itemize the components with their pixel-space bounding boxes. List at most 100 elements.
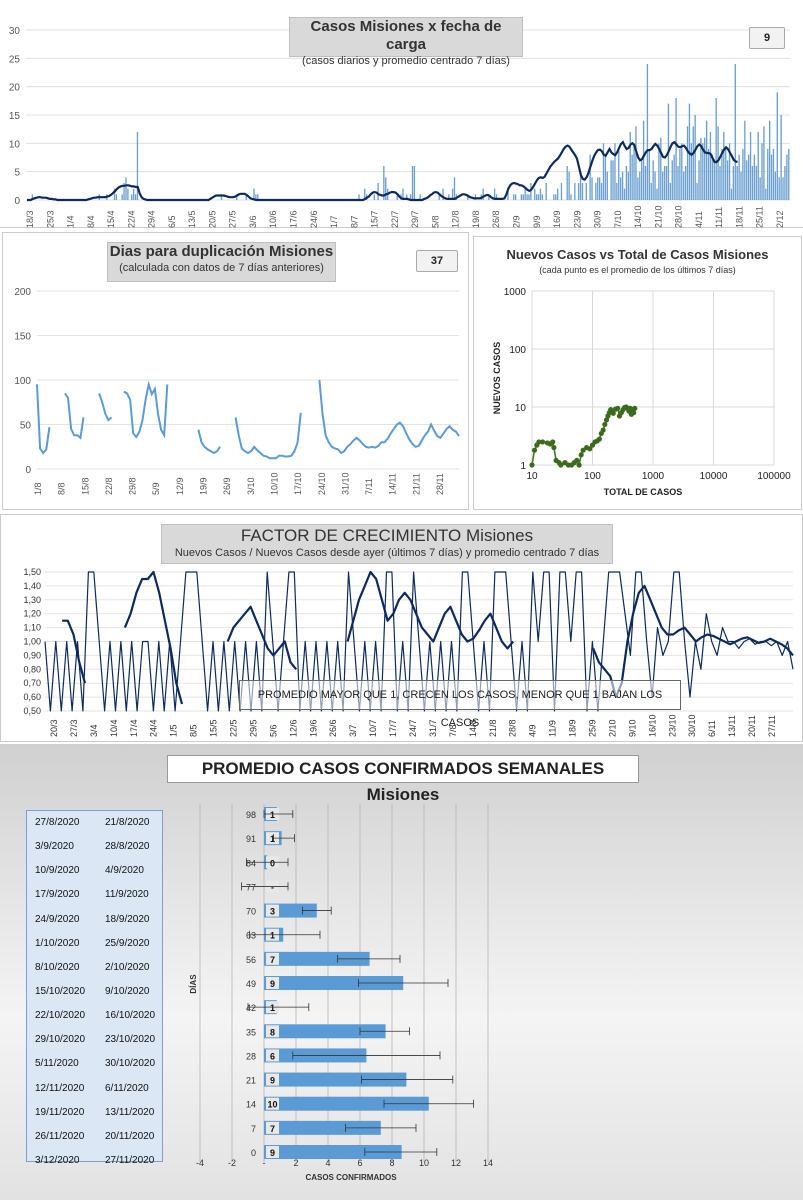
x-tick-label: 20/3 [49,719,59,737]
week-end-date: 15/10/2020 [35,986,86,997]
daily-case-bar [125,177,127,200]
x-tick-label: 12/9 [175,477,185,495]
title-main: FACTOR DE CRECIMIENTO [240,526,462,545]
week-start-date: 25/9/2020 [105,937,150,949]
daily-case-bar [711,154,714,200]
data-point [576,462,582,468]
x-tick-label: 19/8 [471,210,481,228]
x-tick-label: 20/5 [207,210,217,228]
x-tick-label: 1/8 [33,482,43,495]
x-tick-label: 26/6 [328,719,338,737]
data-point [615,405,621,411]
doubling-days-chart: 0 50 100 150 200 1/8 8/8 15/8 22/8 29/8 5/9 12/9 19/… [14,287,460,495]
x-tick-label: 31/7 [428,719,438,737]
y-tick-label: 100 [509,345,526,356]
daily-case-bar [451,188,454,200]
x-tick-label: 15/5 [209,719,219,737]
x-tick-label: 18/9 [568,719,578,737]
daily-case-bar [530,183,532,200]
daily-case-bar [396,194,398,200]
daily-case-bar [671,160,673,200]
daily-case-bar [730,188,733,200]
data-point [600,427,606,433]
daily-case-bar [555,194,557,200]
x-tick-label: 24/10 [317,472,327,495]
data-label-bg [266,832,279,845]
daily-case-bar [673,154,675,200]
daily-case-bar [696,183,698,200]
daily-case-bar [123,183,125,200]
daily-case-bar [113,188,116,200]
daily-case-bar [765,188,767,200]
daily-case-bar [635,126,637,200]
daily-case-bar [467,194,469,200]
x-tick-label: 22/8 [104,477,114,495]
daily-case-bar [663,166,666,200]
data-point [632,405,638,411]
doubling-title-box: Dias para duplicación Misiones (calculad… [107,242,336,282]
daily-case-bar [747,154,750,200]
data-label: 9 [270,1076,275,1086]
daily-case-bar [577,183,580,200]
daily-case-bar [719,166,721,200]
daily-case-bar [134,194,137,200]
y-tick-label: 20 [9,83,21,94]
x-tick-label: -4 [196,1158,204,1168]
data-label: 8 [270,1027,275,1037]
y-tick-label: 0,60 [23,692,41,702]
daily-case-bar [513,194,515,200]
data-label: 1 [270,810,275,820]
daily-case-bar [553,194,555,200]
week-end-date: 27/8/2020 [35,817,80,828]
x-tick-label: 3/10 [246,477,256,495]
daily-case-bar [763,126,765,200]
x-tick-label: 20/11 [747,715,757,737]
x-tick-label: 3/7 [348,724,358,737]
x-tick-label: 24/6 [309,210,319,228]
daily-case-bar [524,188,526,200]
x-tick-label: 5/9 [151,482,161,495]
y-tick-label: 200 [14,287,31,298]
data-label: 6 [270,1051,275,1061]
daily-case-bar [786,154,788,200]
daily-case-bar [599,177,601,200]
week-end-date: 3/9/2020 [35,841,74,853]
data-point [540,439,546,445]
daily-case-bar [686,126,689,200]
data-label: 7 [270,1124,275,1134]
x-tick-label: 8/5 [189,724,199,737]
x-tick-label: 25/3 [45,210,55,228]
x-tick-label: 15/4 [106,210,116,228]
x-tick-label: 22/5 [229,719,239,737]
daily-case-bar [702,143,704,200]
data-label: 9 [270,979,275,989]
daily-case-bar [770,154,773,200]
x-tick-label: 1000 [642,471,665,482]
weekly-average-bar [264,1072,407,1087]
latest-value-badge: 9 [749,27,785,49]
daily-case-bar [600,183,603,200]
daily-case-bar [625,166,628,200]
daily-case-bar [683,171,685,200]
daily-case-bar [698,160,700,200]
x-tick-label: 14/8 [468,719,478,737]
week-end-date: 8/10/2020 [35,961,80,973]
category-label: 63 [246,931,256,941]
daily-case-bar [742,149,744,200]
y-tick-label: 1,40 [23,581,41,591]
x-tick-label: 19/9 [199,477,209,495]
data-point [602,421,608,428]
daily-case-bar [597,177,599,200]
y-tick-label: 1000 [504,287,527,298]
daily-case-bar [648,149,650,200]
week-end-date: 12/11/2020 [35,1082,85,1094]
x-tick-label: 8/7 [349,215,359,228]
daily-case-bar [774,171,777,200]
daily-case-bar [623,188,626,200]
y-tick-label: 0,50 [23,706,41,716]
daily-case-bar [782,177,784,200]
daily-case-bar [660,137,662,200]
daily-case-bar [746,160,748,200]
x-tick-label: 18/11 [734,206,744,228]
